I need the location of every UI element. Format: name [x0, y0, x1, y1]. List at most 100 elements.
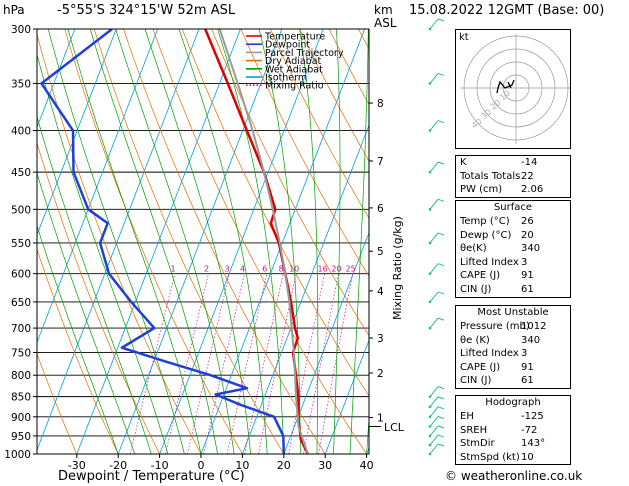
surface-row: CIN (J) 61	[456, 283, 570, 297]
mixing-ratio-axis-title: Mixing Ratio (g/kg)	[391, 216, 404, 320]
mixing-ratio-line	[165, 273, 209, 454]
y-tick-label: 700	[11, 323, 31, 335]
wind-barb	[429, 443, 439, 455]
isotherm-line	[37, 29, 158, 344]
hodograph-ring-label: 10	[498, 89, 512, 102]
dry-adiabat	[37, 352, 78, 454]
wind-barb-base	[428, 170, 432, 174]
wind-barb-base	[428, 82, 432, 85]
wind-barb-base	[428, 425, 432, 428]
mixing-ratio-label: 20	[331, 265, 341, 274]
wind-barb	[429, 406, 439, 418]
wind-barb-base	[428, 241, 432, 245]
wind-barb	[429, 232, 439, 244]
location-title: -5°55'S 324°15'W 52m ASL	[57, 3, 236, 18]
x-tick-label: 0	[198, 459, 205, 472]
wind-barb-flag	[437, 291, 445, 295]
wet-adiabat	[349, 29, 369, 454]
x-tick-label: 40	[360, 459, 374, 472]
dry-adiabat	[64, 29, 243, 454]
x-tick-label: -10	[151, 459, 169, 472]
hodograph-table-panel: Hodograph EH -125 SREH -72 StmDir 143° StmS…	[455, 395, 571, 466]
x-tick-label: -20	[109, 459, 127, 472]
index-value: 2.06	[521, 184, 544, 196]
most-unstable-label: θe (K)	[460, 334, 490, 346]
dry-adiabat	[152, 29, 367, 454]
series-parcel-trajectory	[218, 29, 309, 454]
most-unstable-row: θe (K) 340	[456, 334, 570, 348]
hodograph-label: EH	[460, 411, 474, 422]
dry-adiabat	[269, 29, 369, 219]
surface-label: CAPE (J)	[460, 270, 501, 282]
wind-barb	[429, 425, 439, 437]
mixing-ratio-line	[302, 273, 339, 454]
hpa-label: hPa	[3, 3, 25, 17]
wet-adiabat	[37, 115, 152, 454]
index-row: PW (cm) 2.06	[456, 183, 570, 197]
profile-lines	[40, 29, 309, 454]
surface-panel: Surface Temp (°C) 26 Dewp (°C) 20 θe(K) 340…	[455, 200, 571, 298]
wind-barb-flag	[437, 386, 445, 390]
series-dewpoint	[40, 29, 286, 454]
wind-barb	[429, 396, 439, 408]
surface-row: θe(K) 340	[456, 242, 570, 256]
hodograph-value: 10	[521, 451, 534, 463]
isotherm-line	[37, 29, 76, 129]
wind-barb-base	[428, 452, 432, 456]
mixing-ratio-label: 8	[279, 265, 284, 274]
surface-value: 340	[521, 243, 541, 255]
mixing-ratio-line	[203, 273, 245, 454]
dry-adiabat	[211, 29, 369, 337]
hodograph-ring-label: 40	[470, 117, 484, 130]
y-tick-label: 800	[11, 370, 31, 382]
most-unstable-label: Lifted Index	[460, 348, 519, 360]
wind-barb-flag	[437, 317, 445, 321]
dry-adiabat	[299, 29, 369, 162]
wind-barb-base	[428, 405, 432, 409]
axes: 1 2 3 4 6 8 10 16 20 2530035040045050055060065070…	[4, 24, 384, 472]
wind-barb-base	[428, 208, 432, 211]
wind-barb-base	[428, 129, 432, 132]
legend-label: Mixing Ratio	[265, 81, 324, 92]
mixing-ratio-line	[244, 273, 284, 454]
wet-adiabat	[178, 29, 268, 454]
hodograph-value: -125	[521, 411, 544, 422]
surface-row: Temp (°C) 26	[456, 215, 570, 229]
wind-barb-base	[428, 443, 432, 447]
wind-barb-base	[428, 27, 432, 31]
km-tick-label: 3	[377, 333, 384, 345]
y-tick-label: 1000	[4, 449, 31, 461]
most-unstable-panel: Most Unstable Pressure (mb) 1012 θe (K) 34…	[455, 305, 571, 389]
most-unstable-value: 3	[521, 348, 528, 360]
datetime: 15.08.2022 12GMT (Base: 00)	[409, 3, 605, 18]
wind-barb-flag	[437, 443, 445, 447]
mixing-ratio-label: 16	[318, 265, 328, 274]
wet-adiabat	[115, 29, 235, 454]
most-unstable-row: Lifted Index 3	[456, 347, 570, 361]
dry-adiabat	[93, 29, 285, 454]
wind-barb	[429, 416, 439, 427]
wind-barb	[429, 434, 439, 446]
wind-barb-base	[428, 326, 432, 330]
wind-barb	[429, 317, 439, 329]
legend-label: Parcel Trajectory	[265, 48, 344, 59]
index-row: K -14	[456, 156, 570, 170]
wind-barb-flag	[437, 120, 445, 124]
surface-row: Dewp (°C) 20	[456, 229, 570, 243]
mixing-ratio-line	[318, 273, 354, 454]
hodograph-label: StmSpd (kt)	[460, 451, 520, 463]
km-tick-label: 6	[377, 203, 384, 215]
y-tick-label: 350	[11, 78, 31, 90]
wind-barb	[429, 161, 439, 173]
mixing-ratio-line	[187, 273, 230, 454]
hodograph-label: StmDir	[460, 438, 495, 450]
mixing-ratio-line	[258, 273, 297, 454]
wind-barb-flag	[437, 232, 445, 236]
surface-value: 3	[521, 256, 528, 268]
hodograph-row: EH -125	[456, 410, 570, 424]
dry-adiabat	[37, 33, 202, 454]
km-tick-label: 8	[377, 98, 384, 110]
surface-label: θe(K)	[460, 243, 487, 255]
mixing-ratio-label: 4	[240, 265, 245, 274]
wet-adiabat	[258, 29, 301, 454]
